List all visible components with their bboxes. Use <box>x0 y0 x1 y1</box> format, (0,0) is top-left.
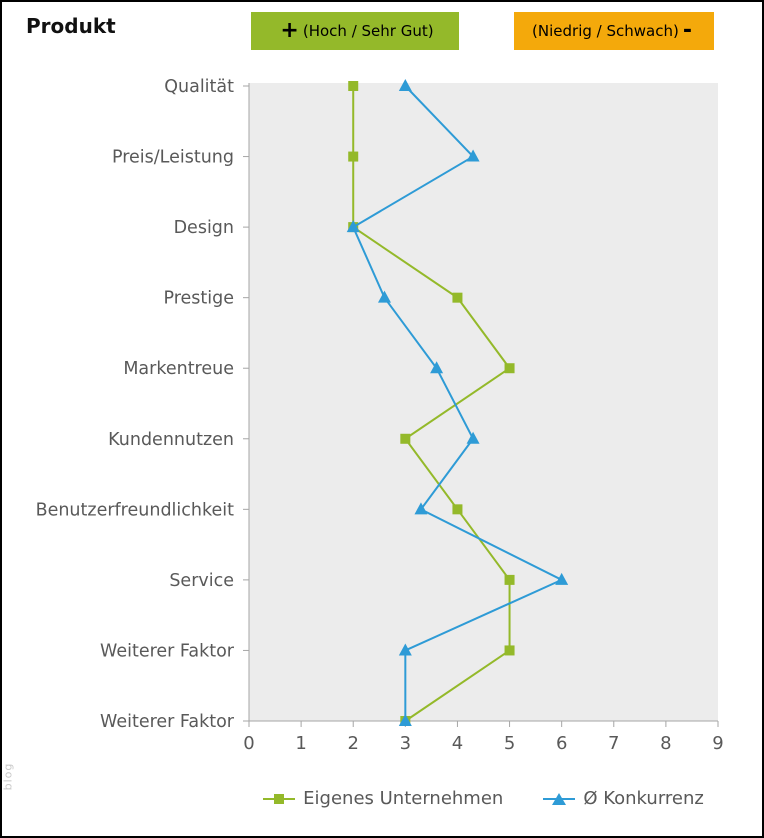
series-line-0 <box>352 86 511 722</box>
y-axis-label: Design <box>174 218 234 238</box>
marker-square-icon <box>504 574 515 585</box>
x-axis-tick-label: 0 <box>243 733 254 754</box>
negative-scale-label: (Niedrig / Schwach) <box>532 22 679 40</box>
marker-square-icon <box>452 292 463 303</box>
marker-triangle-icon <box>414 502 428 515</box>
y-axis-label: Qualität <box>164 77 234 97</box>
legend-label-own-company: Eigenes Unternehmen <box>303 788 504 809</box>
y-axis-label: Markentreue <box>123 359 234 379</box>
profile-line-chart: Qualität Preis/Leistung Design Prestige Mark… <box>36 77 724 754</box>
marker-triangle-icon <box>346 220 360 233</box>
marker-triangle-icon <box>466 149 480 162</box>
marker-triangle-icon <box>398 643 412 656</box>
legend-item-own-company: Eigenes Unternehmen <box>263 788 503 809</box>
x-axis-tick-label: 7 <box>608 733 619 754</box>
legend-triangle-marker-icon <box>543 792 576 806</box>
y-axis-label: Weiterer Faktor <box>100 712 235 732</box>
legend-label-competitors: Ø Konkurrenz <box>583 788 704 809</box>
x-axis-tick-label: 4 <box>452 733 463 754</box>
y-axis-label: Prestige <box>163 289 234 309</box>
marker-triangle-icon <box>398 714 412 726</box>
chart-legend: Eigenes Unternehmen Ø Konkurrenz <box>249 788 718 809</box>
x-axis-tick-label: 2 <box>347 733 358 754</box>
marker-square-icon <box>504 363 515 374</box>
positive-scale-badge: + (Hoch / Sehr Gut) <box>251 12 459 50</box>
x-axis-tick-label: 9 <box>712 733 723 754</box>
y-axis-label: Weiterer Faktor <box>100 641 235 661</box>
y-axis-label: Preis/Leistung <box>112 148 234 168</box>
legend-item-competitors: Ø Konkurrenz <box>543 788 704 809</box>
marker-square-icon <box>348 151 359 162</box>
minus-icon: - <box>682 18 692 43</box>
marker-square-icon <box>348 81 359 91</box>
page-title: Produkt <box>26 14 116 38</box>
x-axis-tick-label: 6 <box>556 733 567 754</box>
marker-square-icon <box>452 504 463 515</box>
marker-triangle-icon <box>398 79 412 91</box>
y-axis-label: Kundennutzen <box>108 430 234 450</box>
plot-area <box>249 83 718 721</box>
marker-square-icon <box>504 645 515 656</box>
x-axis-tick-label: 5 <box>504 733 515 754</box>
marker-square-icon <box>400 433 411 444</box>
x-axis-tick-label: 3 <box>400 733 411 754</box>
marker-triangle-icon <box>430 361 444 374</box>
x-axis-tick-label: 8 <box>660 733 671 754</box>
marker-triangle-icon <box>555 572 569 585</box>
legend-square-marker-icon <box>263 792 296 806</box>
marker-triangle-icon <box>466 431 480 444</box>
y-axis-label: Benutzerfreundlichkeit <box>36 500 235 520</box>
y-axis-label: Service <box>169 571 234 591</box>
watermark: blog <box>1 762 15 791</box>
plus-icon: + <box>280 18 299 43</box>
series-line-1 <box>351 85 564 721</box>
marker-triangle-icon <box>377 290 391 303</box>
x-axis-tick-label: 1 <box>295 733 306 754</box>
negative-scale-badge: (Niedrig / Schwach) - <box>514 12 714 50</box>
positive-scale-label: (Hoch / Sehr Gut) <box>302 22 434 40</box>
